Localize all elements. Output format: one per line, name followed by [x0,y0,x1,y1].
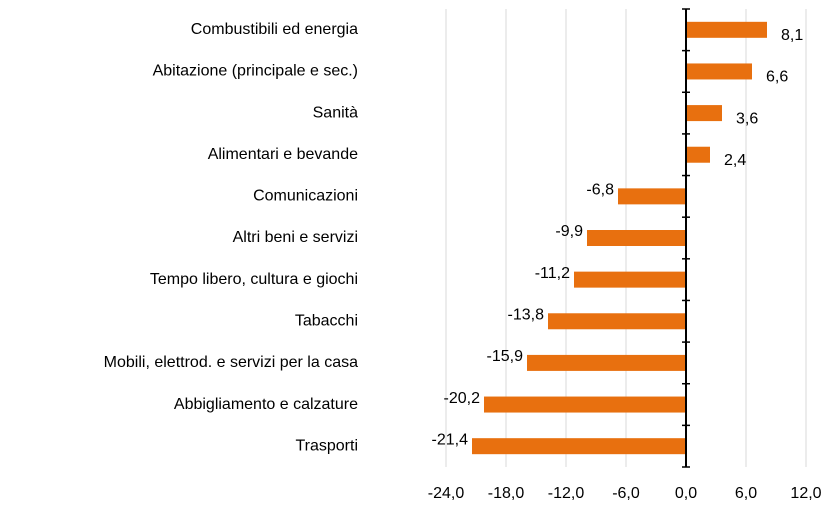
x-tick-label: 0,0 [675,485,697,502]
x-tick-label: -12,0 [548,485,585,502]
value-label: -13,8 [508,306,545,323]
value-label: -6,8 [586,182,614,199]
x-tick-label: -18,0 [488,485,525,502]
value-label: -21,4 [432,431,469,448]
value-label: -11,2 [535,265,570,282]
bar [686,21,767,38]
value-label: -20,2 [444,390,481,407]
bar [472,438,686,455]
x-tick-label: 12,0 [790,485,821,502]
bar [686,105,722,122]
value-label: 2,4 [724,152,746,169]
category-label: Altri beni e servizi [233,229,358,246]
bar [587,230,686,246]
x-tick-label: -6,0 [612,485,640,502]
bar [527,354,686,371]
category-label: Alimentari e bevande [208,146,358,163]
category-label: Mobili, elettrod. e servizi per la casa [104,354,358,371]
bar [618,188,686,205]
value-label: 3,6 [736,110,758,127]
category-label: Combustibili ed energia [191,21,358,38]
x-tick-label: -24,0 [428,485,465,502]
value-label: 8,1 [781,27,803,44]
bar [574,271,686,288]
bar [686,146,710,163]
category-label: Sanità [313,104,358,121]
bar [548,313,686,330]
value-label: -15,9 [487,348,524,365]
category-label: Abitazione (principale e sec.) [153,63,358,80]
category-label: Trasporti [295,437,358,454]
bar [484,396,686,413]
category-label: Tabacchi [295,312,358,329]
bar [686,63,752,80]
value-label: -9,9 [555,223,583,240]
value-label: 6,6 [766,69,788,86]
category-label: Comunicazioni [253,188,358,205]
category-label: Abbigliamento e calzature [174,396,358,413]
category-label: Tempo libero, cultura e giochi [150,271,358,288]
x-tick-label: 6,0 [735,485,757,502]
